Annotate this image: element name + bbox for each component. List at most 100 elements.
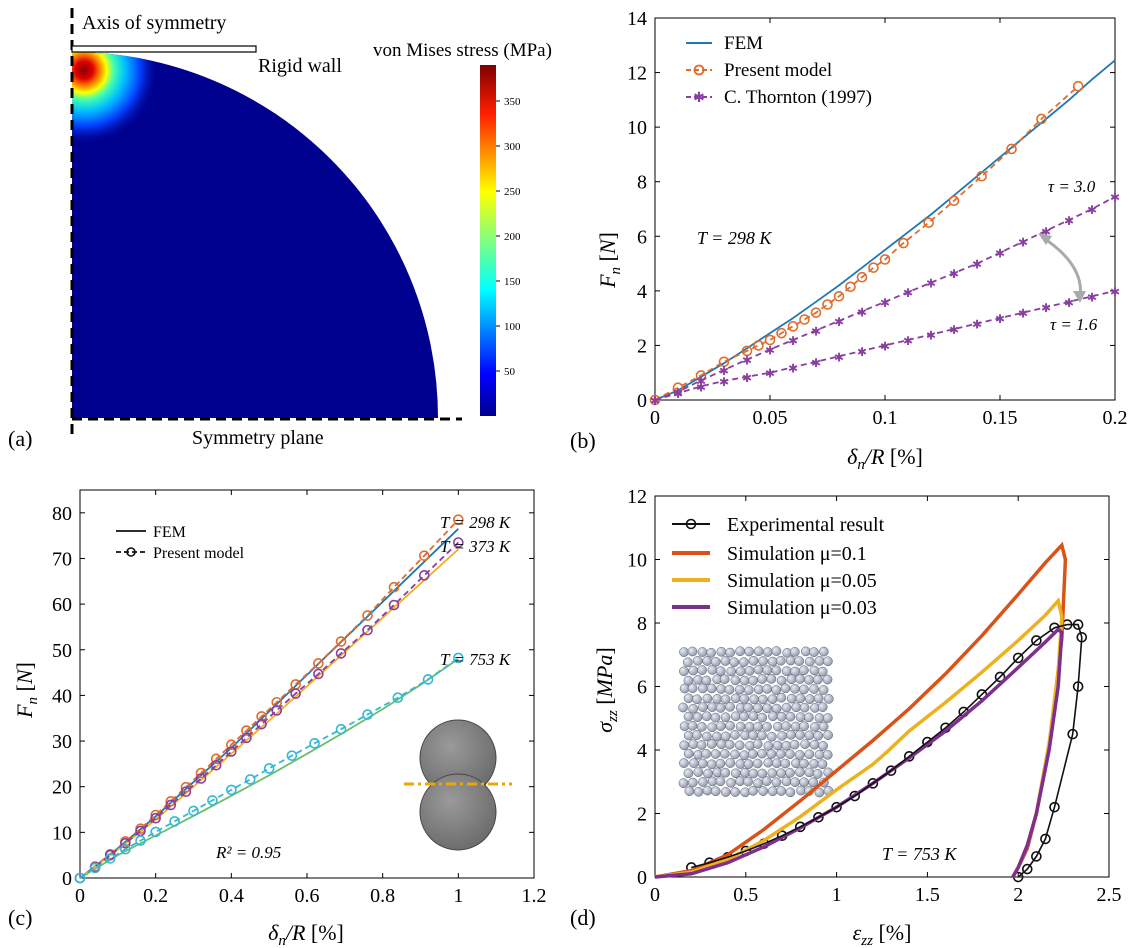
x-tick-label: 0.1 [873, 407, 898, 429]
legend-d-mu003: Simulation μ=0.03 [727, 597, 877, 619]
particle [795, 674, 805, 684]
series-line-b-3 [654, 290, 1116, 401]
colorbar-tick-label: 150 [504, 276, 521, 288]
particle [696, 740, 707, 750]
particle [730, 787, 741, 797]
x-tick-label: 0 [650, 884, 660, 906]
y-tick-label: 20 [52, 777, 72, 799]
particle [771, 685, 782, 695]
particle [823, 730, 833, 740]
data-point [1006, 143, 1017, 155]
particle [777, 731, 787, 741]
data-point: ✱ [880, 339, 890, 353]
particle [771, 758, 782, 769]
particle [720, 767, 731, 778]
series-line-c-1 [79, 548, 459, 879]
particle [809, 758, 819, 769]
particle [805, 694, 815, 704]
x-tick-label: 1.5 [915, 884, 940, 906]
x-tick-label: 0.2 [143, 885, 168, 907]
y-tick-label: 30 [52, 731, 72, 753]
series-line-c-3 [79, 519, 459, 879]
data-point [948, 195, 960, 207]
y-tick-label: 2 [637, 335, 647, 357]
data-point [313, 668, 324, 680]
data-point [188, 805, 199, 817]
axes-c: 0 0.2 0.4 0.6 0.8 1 1.2 0 10 20 30 40 50 60 70 80 [52, 490, 547, 907]
particle [724, 684, 735, 695]
data-point [976, 170, 987, 182]
particle [720, 731, 731, 742]
x-tick-label: 0.05 [753, 407, 788, 429]
data-point [335, 723, 347, 735]
particle [752, 739, 763, 749]
particle [775, 655, 786, 666]
axis-c-xlabel: δn/R [%] [268, 920, 344, 948]
data-point: ✱ [811, 356, 821, 370]
particle [753, 664, 764, 675]
data-point [799, 314, 810, 325]
data-point [822, 299, 833, 310]
data-point [1012, 652, 1024, 664]
particle [734, 684, 745, 695]
y-tick-label: 2 [637, 804, 647, 826]
particle [822, 674, 833, 685]
two-spheres-illustration [404, 719, 512, 851]
x-tick-label: 2.5 [1097, 884, 1122, 906]
y-tick-label: 8 [637, 613, 647, 635]
legend-b-present: Present model [724, 60, 832, 81]
data-point: ✱ [834, 350, 844, 364]
data-point [226, 739, 237, 751]
particle [725, 701, 735, 712]
particle [743, 759, 754, 769]
y-tick-label: 12 [627, 63, 647, 85]
particle [687, 777, 698, 788]
particle [814, 749, 825, 760]
particle [710, 656, 721, 667]
particle [776, 711, 787, 722]
data-point [418, 550, 430, 562]
particle [693, 786, 704, 797]
colorbar-tick-label: 250 [504, 186, 521, 198]
data-point [165, 799, 177, 811]
tau-arrow [1041, 235, 1083, 299]
data-point [994, 671, 1006, 683]
particle [781, 740, 792, 751]
particle [715, 666, 726, 676]
axis-of-symmetry-label: Axis of symmetry [82, 12, 226, 34]
particle [678, 778, 689, 788]
particle [707, 665, 718, 675]
particle [702, 693, 713, 704]
data-point: ✱ [949, 323, 959, 337]
x-tick-label: 0.5 [733, 884, 758, 906]
data-point [362, 610, 373, 621]
particle [785, 767, 795, 778]
particle [730, 675, 741, 686]
particle [823, 656, 833, 667]
particle [692, 655, 703, 666]
data-point [135, 835, 146, 846]
data-point: ✱ [972, 258, 982, 272]
data-point: ✱ [1064, 296, 1074, 310]
particle [804, 675, 814, 685]
data-point [74, 872, 86, 884]
particle [679, 666, 689, 677]
particle [683, 675, 694, 686]
particle [758, 656, 768, 666]
data-point: ✱ [857, 345, 867, 359]
particle-packing-illustration [678, 646, 834, 798]
panel-b-label: (b) [570, 428, 596, 453]
data-point: ✱ [650, 394, 660, 408]
data-point: ✱ [765, 367, 775, 381]
particle [813, 693, 824, 704]
x-tick-label: 0 [650, 407, 660, 429]
legend-d-exp: Experimental result [727, 514, 885, 536]
particle [818, 741, 828, 751]
particle [697, 683, 708, 694]
colorbar-tick-label: 300 [504, 141, 521, 153]
axis-c-ylabel: Fn [N] [12, 662, 41, 719]
data-point: ✱ [650, 394, 660, 408]
data-point [753, 340, 764, 351]
x-tick-label: 0.6 [295, 885, 320, 907]
particle [739, 750, 750, 761]
